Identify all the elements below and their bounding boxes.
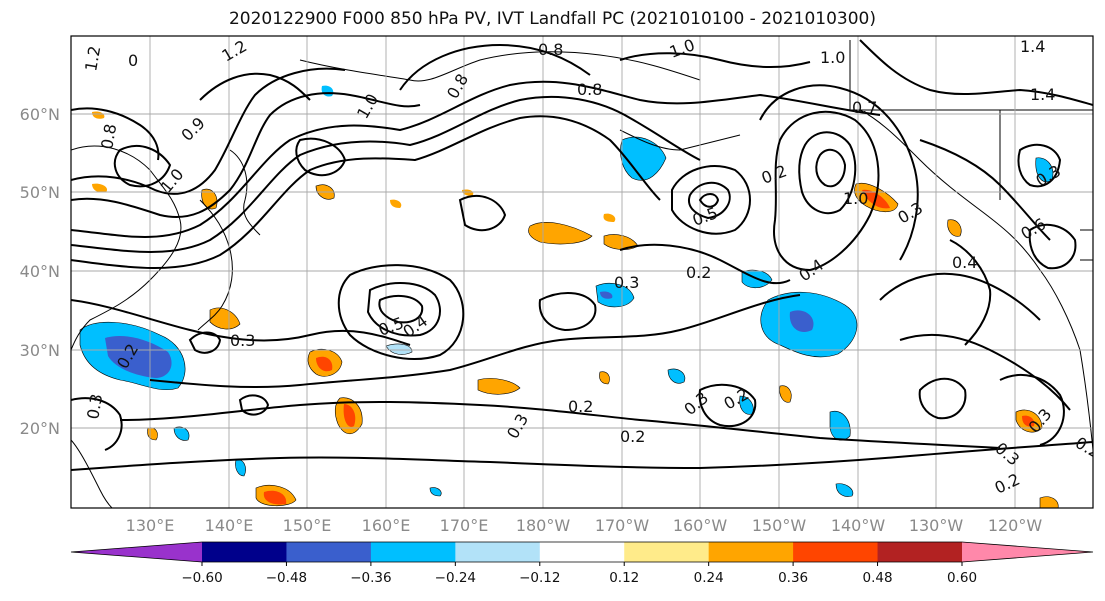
pv-contours — [71, 39, 1093, 471]
contour-label: 0.2 — [686, 263, 711, 282]
map-frame — [70, 35, 1094, 509]
contour-label: 1.0 — [820, 48, 845, 67]
contour-label: 0.3 — [614, 273, 639, 292]
lat-label: 60°N — [20, 105, 60, 124]
contour-label: 0.7 — [852, 98, 877, 117]
colorbar-segment — [286, 542, 372, 562]
lon-label: 170°W — [595, 516, 650, 535]
colorbar-segment — [708, 542, 794, 562]
contour-label: 1.2 — [81, 44, 104, 72]
colorbar-segment — [539, 542, 625, 562]
lon-label: 140°E — [205, 516, 254, 535]
colorbar-tick-label: −0.60 — [181, 570, 222, 586]
contour-label: 0.3 — [230, 331, 255, 350]
contour-label: 0.3 — [83, 392, 106, 420]
lat-label: 40°N — [20, 262, 60, 281]
contour-label: 0 — [128, 51, 138, 70]
lon-label: 150°W — [752, 516, 807, 535]
colorbar-tick-label: −0.24 — [435, 570, 476, 586]
colorbar-segment — [455, 542, 541, 562]
map-title: 2020122900 F000 850 hPa PV, IVT Landfall… — [228, 9, 876, 29]
lon-label: 130°W — [909, 516, 964, 535]
contour-label: 1.0 — [843, 189, 868, 208]
contour-label: 0.8 — [577, 80, 602, 99]
lon-label: 140°W — [831, 516, 886, 535]
map-background — [71, 36, 1093, 508]
negative-anomaly-midpac — [595, 283, 635, 308]
colorbar-tick-label: 0.36 — [778, 570, 808, 586]
lon-label: 120°W — [988, 516, 1043, 535]
negative-anomaly-wpac-core — [105, 335, 172, 378]
contour-label: 0.8 — [97, 122, 120, 150]
lat-label: 50°N — [20, 183, 60, 202]
colorbar: −0.60 −0.48 −0.36 −0.24 −0.12 0.12 0.24 0.36 0.4… — [70, 541, 1094, 586]
colorbar-tick-label: −0.12 — [519, 570, 560, 586]
colorbar-segment — [793, 542, 879, 562]
contour-label: 1.4 — [1030, 85, 1055, 104]
colorbar-tick-label: 0.48 — [863, 570, 893, 586]
positive-anomaly-central — [528, 222, 593, 245]
latitude-labels: 60°N 50°N 40°N 30°N 20°N — [20, 105, 60, 438]
contour-label: 0.4 — [952, 253, 977, 272]
longitude-labels: 130°E 140°E 150°E 160°E 170°E 180°W 170°… — [126, 516, 1043, 535]
lon-label: 160°E — [362, 516, 411, 535]
lon-label: 170°E — [440, 516, 489, 535]
contour-label: 0.2 — [620, 427, 645, 446]
colorbar-segment — [877, 542, 963, 562]
colorbar-tick-label: −0.36 — [350, 570, 391, 586]
pv-shading — [79, 85, 1059, 508]
lon-label: 150°E — [283, 516, 332, 535]
contour-label: 0.2 — [568, 397, 593, 416]
lat-label: 30°N — [20, 341, 60, 360]
contour-label: 1.4 — [1020, 37, 1045, 56]
lon-label: 180°W — [516, 516, 571, 535]
colorbar-segment — [624, 542, 710, 562]
colorbar-segment — [370, 542, 456, 562]
colorbar-tick-label: 0.60 — [947, 570, 977, 586]
colorbar-tick-label: 0.12 — [609, 570, 639, 586]
colorbar-tick-label: 0.24 — [694, 570, 724, 586]
colorbar-tick-label: −0.48 — [266, 570, 307, 586]
graticule — [71, 36, 1093, 508]
colorbar-extend-max — [962, 542, 1093, 562]
lon-label: 160°W — [673, 516, 728, 535]
lon-label: 130°E — [126, 516, 175, 535]
colorbar-extend-min — [71, 542, 202, 562]
contour-label: 0.8 — [538, 40, 563, 59]
colorbar-segment — [202, 542, 287, 562]
lat-label: 20°N — [20, 419, 60, 438]
